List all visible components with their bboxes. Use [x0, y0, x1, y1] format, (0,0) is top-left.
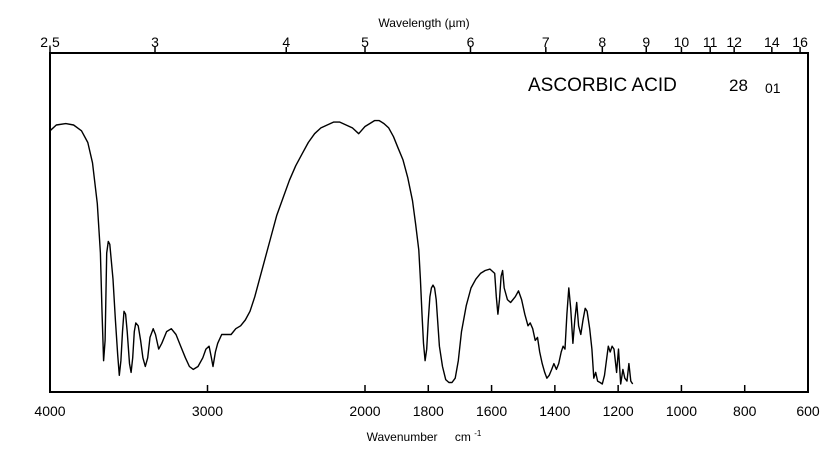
bottom-axis-title: Wavenumber cm -1 [367, 429, 482, 444]
top-tick-label: 3 [151, 34, 159, 50]
axis-title-text: Wavenumber [367, 430, 438, 444]
top-tick-label: 12 [726, 34, 742, 50]
bottom-tick-label: 1400 [539, 403, 570, 419]
axis-title-unit: cm [455, 430, 471, 444]
top-tick-label: 8 [598, 34, 606, 50]
bottom-tick-label: 2000 [349, 403, 380, 419]
chart-title: ASCORBIC ACID [528, 75, 677, 96]
top-tick-label: 11 [703, 34, 718, 50]
series-layer [49, 119, 634, 385]
chart-code-main: 28 [729, 76, 748, 95]
bottom-tick-label: 600 [796, 403, 820, 419]
spectrum-line [49, 119, 634, 385]
top-tick-label: 9 [642, 34, 650, 50]
axis-title-unit-exponent: -1 [474, 429, 482, 438]
top-tick-label: 14 [764, 34, 780, 50]
top-tick-label: 7 [542, 34, 550, 50]
bottom-tick-label: 4000 [34, 403, 65, 419]
plot-frame [49, 52, 809, 393]
bottom-axis-ticks: 4000 3000 2000 1800 1600 1400 1200 1000 800 600 [34, 385, 820, 419]
bottom-tick-label: 800 [733, 403, 757, 419]
chart-code-sub: 01 [765, 80, 781, 96]
top-axis-ticks: 2.5 3 4 5 6 7 8 9 10 11 12 14 16 [40, 34, 808, 53]
bottom-tick-label: 1800 [413, 403, 444, 419]
top-tick-label: 10 [674, 34, 690, 50]
bottom-tick-label: 1200 [603, 403, 634, 419]
top-tick-label: 6 [467, 34, 475, 50]
top-tick-label: 4 [282, 34, 290, 50]
top-tick-label: 2.5 [40, 34, 60, 50]
bottom-tick-label: 1600 [476, 403, 507, 419]
top-tick-label: 16 [792, 34, 808, 50]
top-tick-label: 5 [361, 34, 369, 50]
top-axis-title: Wavelength (µm) [378, 16, 469, 30]
bottom-tick-label: 1000 [666, 403, 697, 419]
bottom-tick-label: 3000 [192, 403, 223, 419]
